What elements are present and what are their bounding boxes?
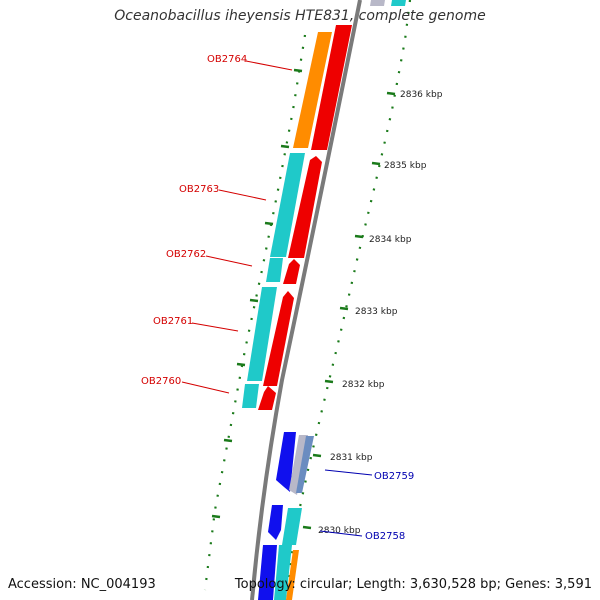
gene-label-ob2762[interactable]: OB2762 bbox=[166, 249, 206, 260]
cds-red-ob2760 bbox=[258, 386, 276, 410]
kbp-label-2831: 2831 kbp bbox=[330, 453, 373, 463]
cds-orange-top bbox=[293, 32, 332, 148]
cds-gray-ob2759 bbox=[289, 435, 308, 495]
cds-red-ob2761 bbox=[263, 291, 294, 386]
gene-label-ob2760[interactable]: OB2760 bbox=[141, 376, 181, 387]
major-ticks bbox=[211, 68, 396, 530]
gene-label-ob2761[interactable]: OB2761 bbox=[153, 316, 193, 327]
cds-teal-ob2760 bbox=[242, 384, 259, 408]
genome-backbone bbox=[250, 0, 362, 600]
kbp-label-2834: 2834 kbp bbox=[369, 235, 412, 245]
kbp-label-2836: 2836 kbp bbox=[400, 90, 443, 100]
cds-teal-ob2762 bbox=[266, 258, 283, 282]
kbp-label-2830: 2830 kbp bbox=[318, 526, 361, 536]
genome-title: Oceanobacillus iheyensis HTE831, complet… bbox=[114, 8, 486, 24]
gene-label-ob2759[interactable]: OB2759 bbox=[374, 471, 414, 482]
inner-tick-track bbox=[203, 34, 307, 591]
accession-text: Accession: NC_004193 bbox=[8, 577, 156, 592]
cds-red-ob2763 bbox=[288, 156, 322, 258]
cds-gray-top-right bbox=[370, 0, 385, 6]
cds-blue-bottom bbox=[258, 545, 277, 600]
topology-text: Topology: circular; Length: 3,630,528 bp… bbox=[234, 577, 592, 592]
gene-label-ob2764[interactable]: OB2764 bbox=[207, 54, 247, 65]
cds-red-top bbox=[311, 25, 352, 150]
kbp-label-2832: 2832 kbp bbox=[342, 380, 385, 390]
cds-teal-ob2763 bbox=[270, 153, 305, 257]
outer-tick-track bbox=[283, 0, 412, 600]
cds-teal-ob2761 bbox=[247, 287, 277, 381]
cds-blue-ob2758 bbox=[268, 505, 283, 540]
gene-label-ob2763[interactable]: OB2763 bbox=[179, 184, 219, 195]
cds-blue-ob2759 bbox=[276, 432, 296, 492]
cds-teal-bottom bbox=[274, 545, 292, 600]
cds-red-ob2762 bbox=[283, 259, 300, 284]
kbp-label-2833: 2833 kbp bbox=[355, 307, 398, 317]
cds-steel-ob2759 bbox=[296, 436, 314, 493]
cds-orange-bottom bbox=[286, 550, 299, 600]
gene-label-ob2758[interactable]: OB2758 bbox=[365, 531, 405, 542]
cds-teal-ob2758 bbox=[282, 508, 302, 545]
kbp-label-2835: 2835 kbp bbox=[384, 161, 427, 171]
cds-teal-top-right bbox=[391, 0, 406, 6]
